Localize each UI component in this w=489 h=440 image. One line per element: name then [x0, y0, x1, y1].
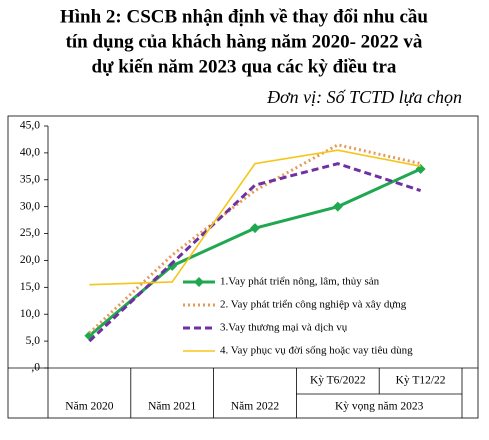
series-line [88, 162, 422, 343]
y-tick-label: 30,0 [20, 200, 40, 212]
point-marker [167, 260, 178, 271]
y-tick-label: 15,0 [20, 281, 40, 293]
x-tick-label: Năm 2022 [231, 401, 279, 413]
x-tick-label: Năm 2020 [65, 401, 113, 413]
legend-label: 2. Vay phát triển công nghiệp và xây dựn… [220, 299, 407, 311]
x-tick-label: Kỳ T12/22 [396, 375, 446, 387]
category-group-label: Kỳ vọng năm 2023 [335, 401, 424, 413]
series-line [88, 167, 422, 337]
series-line [89, 149, 421, 286]
legend-label: 3.Vay thương mại và dịch vụ [220, 322, 348, 334]
y-tick-label: 10,0 [20, 308, 40, 320]
chart-subtitle: Đơn vị: Số TCTD lựa chọn [266, 87, 462, 107]
legend-marker [194, 277, 204, 287]
y-tick-label: 25,0 [20, 227, 40, 239]
chart-title: tín dụng của khách hàng năm 2020- 2022 v… [66, 31, 423, 52]
point-marker [332, 201, 343, 212]
legend-label: 4. Vay phục vụ đời sống hoặc vay tiêu dù… [220, 345, 413, 357]
series-line [88, 143, 421, 335]
y-tick-label: 20,0 [20, 254, 40, 266]
y-tick-label: 5,0 [26, 335, 41, 347]
y-tick-label: 40,0 [20, 147, 40, 159]
chart-title: dự kiến năm 2023 qua các kỳ điều tra [92, 56, 397, 77]
x-tick-label: Kỳ T6/2022 [310, 375, 366, 387]
plot-frame [7, 115, 479, 419]
x-tick-label: Năm 2021 [148, 401, 196, 413]
y-tick-label: 45,0 [20, 120, 40, 132]
chart-title: Hình 2: CSCB nhận định về thay đổi nhu c… [60, 6, 428, 27]
y-tick-label: 35,0 [20, 173, 40, 185]
point-marker [250, 223, 260, 234]
legend-label: 1.Vay phát triển nông, lâm, thủy sản [220, 276, 380, 288]
